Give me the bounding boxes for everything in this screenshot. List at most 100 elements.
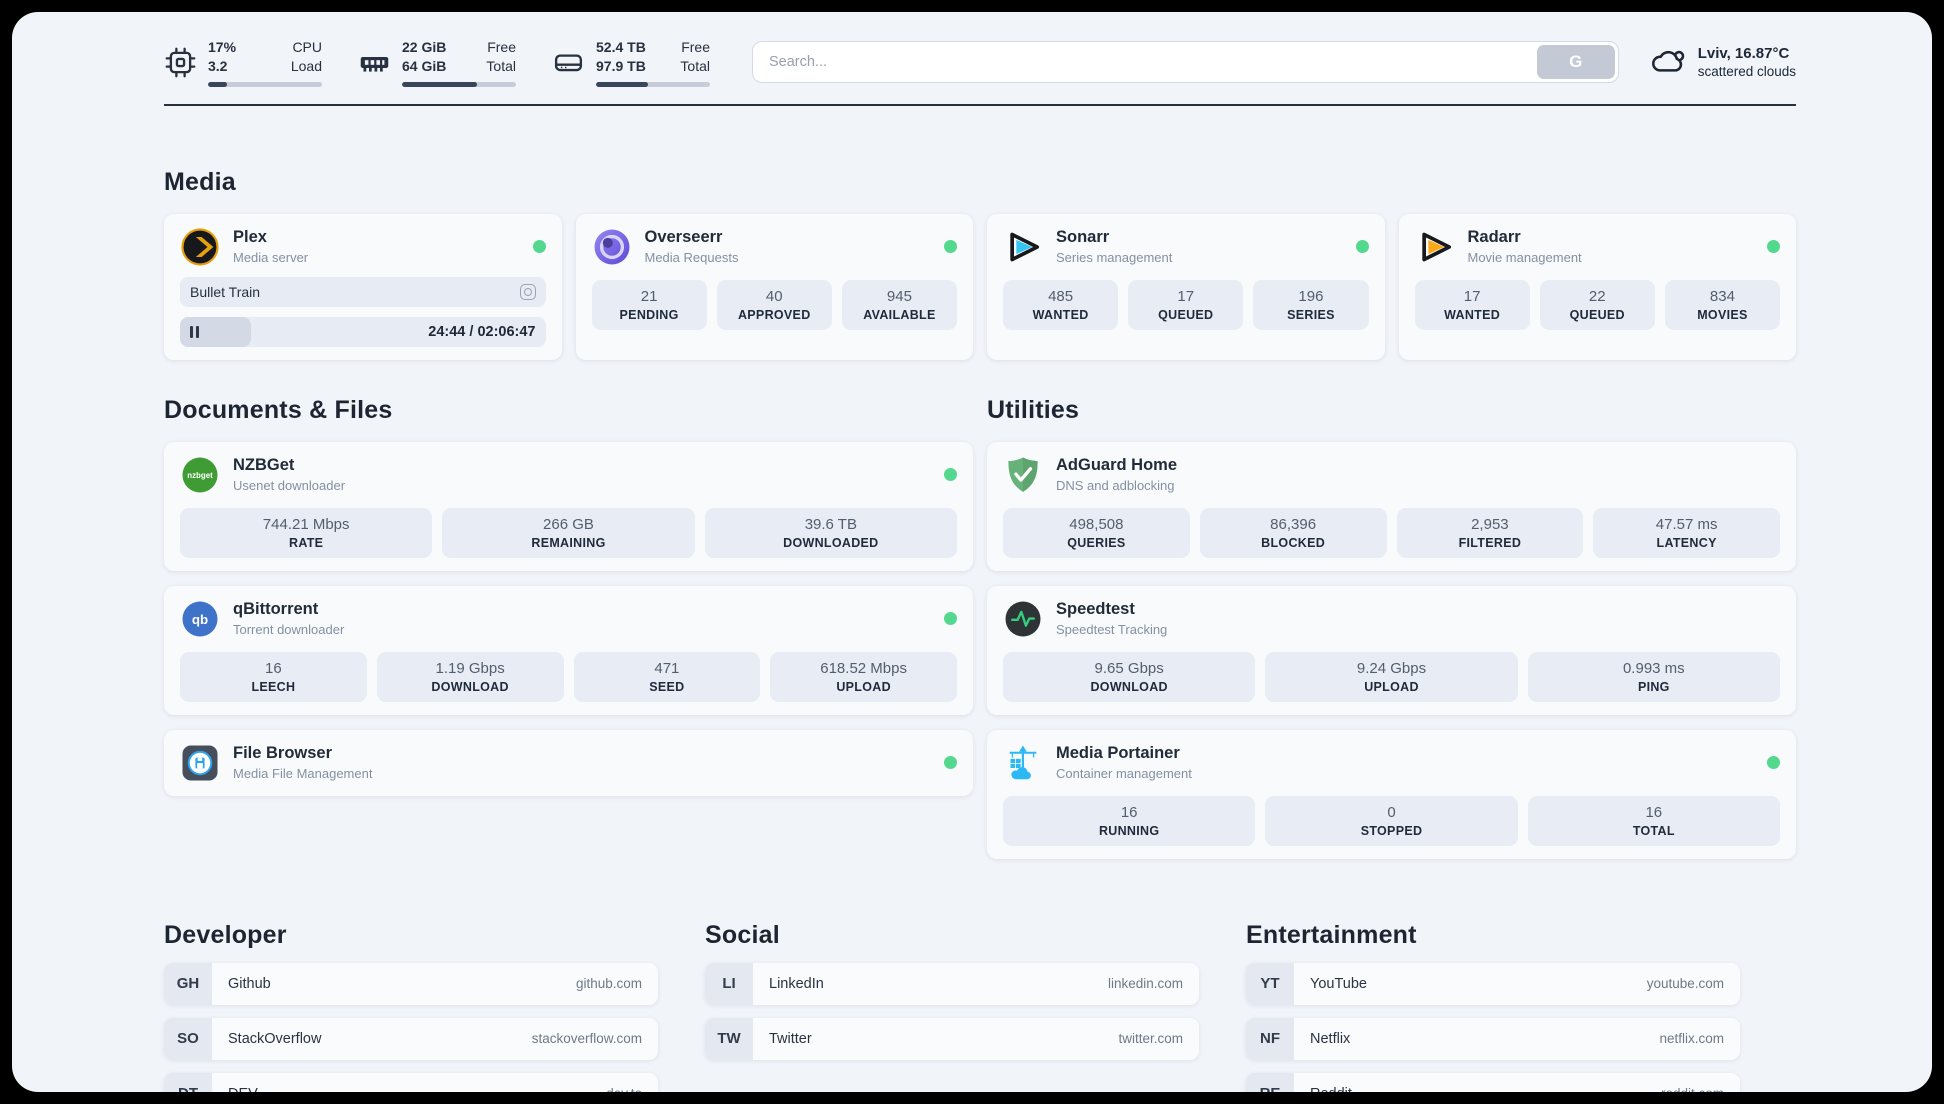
link-tag: RE	[1246, 1072, 1294, 1092]
app-card-radarr[interactable]: Radarr Movie management 17 WANTED 22 QUEUE…	[1398, 213, 1796, 360]
cpu-icon	[164, 46, 197, 79]
header-divider	[164, 103, 1796, 106]
link-row-dev[interactable]: DT DEV dev.to	[164, 1072, 658, 1092]
speedtest-icon	[1003, 599, 1043, 639]
session-icon[interactable]	[519, 283, 536, 300]
cpu-values: 17% 3.2	[208, 39, 237, 74]
stat-box: 17 WANTED	[1414, 279, 1530, 330]
app-name: File Browser	[233, 744, 333, 763]
social-section: Social LI LinkedIn linkedin.com TW Twitt…	[705, 921, 1199, 1092]
media-grid: Plex Media server Bullet Train 24:44 / 0…	[164, 213, 1796, 360]
link-tag: GH	[164, 962, 212, 1005]
stat-box: 498,508 QUERIES	[1003, 507, 1190, 558]
status-dot	[944, 468, 957, 482]
section-title-utilities: Utilities	[987, 395, 1080, 424]
section-title-entertainment: Entertainment	[1246, 920, 1417, 949]
link-row-reddit[interactable]: RE Reddit reddit.com	[1246, 1072, 1740, 1092]
link-url: youtube.com	[1646, 976, 1724, 992]
link-row-linkedin[interactable]: LI LinkedIn linkedin.com	[705, 962, 1199, 1005]
app-card-sonarr[interactable]: Sonarr Series management 485 WANTED 17 QUE…	[987, 213, 1385, 360]
link-name: StackOverflow	[228, 1030, 322, 1047]
link-tag: DT	[164, 1072, 212, 1092]
app-card-plex[interactable]: Plex Media server Bullet Train 24:44 / 0…	[164, 213, 562, 360]
link-name: Netflix	[1310, 1030, 1351, 1047]
search-input[interactable]	[752, 41, 1619, 84]
link-name: Reddit	[1310, 1086, 1352, 1092]
app-name: qBittorrent	[233, 600, 319, 619]
nzbget-icon: nzbget	[180, 455, 220, 495]
link-row-youtube[interactable]: YT YouTube youtube.com	[1246, 962, 1740, 1005]
stat-box: 16 RUNNING	[1003, 795, 1256, 846]
app-card-adguard[interactable]: AdGuard Home DNS and adblocking 498,508 Q…	[987, 441, 1796, 571]
stat-box: 618.52 Mbps UPLOAD	[770, 651, 957, 702]
weather-widget: Lviv, 16.87°C scattered clouds	[1649, 43, 1796, 82]
app-card-speedtest[interactable]: Speedtest Speedtest Tracking 9.65 Gbps DO…	[987, 585, 1796, 715]
stat-box: 21 PENDING	[591, 279, 707, 330]
link-row-github[interactable]: GH Github github.com	[164, 962, 658, 1005]
app-card-filebrowser[interactable]: File Browser Media File Management	[164, 729, 973, 796]
sonarr-icon	[1003, 227, 1043, 267]
stat-box: 86,396 BLOCKED	[1199, 507, 1387, 558]
stat-box: 16 LEECH	[180, 651, 367, 702]
topbar: 17% 3.2 CPU Load	[164, 38, 1796, 87]
dashboard: 17% 3.2 CPU Load	[12, 12, 1932, 1092]
entertainment-section: Entertainment YT YouTube youtube.com NF …	[1246, 921, 1740, 1092]
stat-box: 9.24 Gbps UPLOAD	[1265, 651, 1518, 702]
status-dot	[1767, 240, 1780, 254]
disk-icon	[552, 46, 585, 79]
ram-values: 22 GiB 64 GiB	[402, 39, 447, 74]
ram-labels: Free Total	[486, 39, 516, 74]
app-description: Series management	[1056, 250, 1173, 266]
app-description: Usenet downloader	[233, 478, 346, 494]
app-name: NZBGet	[233, 456, 295, 475]
disk-metric: 52.4 TB 97.9 TB Free Total	[552, 38, 710, 87]
svg-text:nzbget: nzbget	[187, 471, 213, 480]
now-playing-row: Bullet Train	[180, 276, 546, 307]
app-name: Plex	[233, 228, 267, 247]
ram-metric: 22 GiB 64 GiB Free Total	[358, 38, 516, 87]
app-description: Container management	[1056, 766, 1192, 782]
section-title-media: Media	[164, 167, 236, 196]
section-title-documents: Documents & Files	[164, 395, 393, 424]
stat-box: 485 WANTED	[1003, 279, 1119, 330]
svg-text:qb: qb	[192, 612, 208, 627]
status-dot	[944, 756, 957, 770]
google-search-button[interactable]: G	[1536, 45, 1615, 80]
app-name: Media Portainer	[1056, 744, 1180, 763]
app-description: Movie management	[1467, 250, 1582, 266]
playback-progress: 24:44 / 02:06:47	[180, 316, 546, 347]
app-name: Speedtest	[1056, 600, 1135, 619]
app-description: Media server	[233, 250, 309, 266]
app-card-overseerr[interactable]: Overseerr Media Requests 21 PENDING 40 APP…	[575, 213, 973, 360]
radarr-icon	[1415, 227, 1455, 267]
link-name: LinkedIn	[769, 975, 824, 992]
link-row-stackoverflow[interactable]: SO StackOverflow stackoverflow.com	[164, 1017, 658, 1060]
link-name: Twitter	[769, 1030, 812, 1047]
app-description: Speedtest Tracking	[1056, 622, 1168, 638]
adguard-icon	[1003, 455, 1043, 495]
disk-values: 52.4 TB 97.9 TB	[596, 39, 646, 74]
disk-progress-bar	[596, 81, 710, 87]
app-description: DNS and adblocking	[1056, 478, 1175, 494]
link-name: DEV	[228, 1086, 258, 1092]
stat-box: 0.993 ms PING	[1527, 651, 1780, 702]
link-row-netflix[interactable]: NF Netflix netflix.com	[1246, 1017, 1740, 1060]
app-card-portainer[interactable]: Media Portainer Container management 16 R…	[987, 729, 1796, 859]
cpu-progress-bar	[208, 81, 322, 87]
link-row-twitter[interactable]: TW Twitter twitter.com	[705, 1017, 1199, 1060]
app-card-nzbget[interactable]: nzbget NZBGet Usenet downloader 744.21 M…	[164, 441, 973, 571]
ram-icon	[358, 46, 391, 79]
stat-box: 945 AVAILABLE	[841, 279, 958, 330]
stat-box: 22 QUEUED	[1539, 279, 1655, 330]
stat-box: 0 STOPPED	[1265, 795, 1518, 846]
link-tag: LI	[705, 962, 753, 1005]
app-card-qbittorrent[interactable]: qb qBittorrent Torrent downloader 16 LEEC…	[164, 585, 973, 715]
stat-box: 2,953 FILTERED	[1396, 507, 1584, 558]
cpu-labels: CPU Load	[290, 39, 322, 74]
filebrowser-icon	[180, 743, 220, 783]
link-tag: YT	[1246, 962, 1294, 1005]
stat-box: 266 GB REMAINING	[442, 507, 695, 558]
weather-location: Lviv, 16.87°C	[1697, 45, 1790, 63]
pause-icon[interactable]	[190, 325, 199, 338]
plex-icon	[180, 227, 220, 267]
